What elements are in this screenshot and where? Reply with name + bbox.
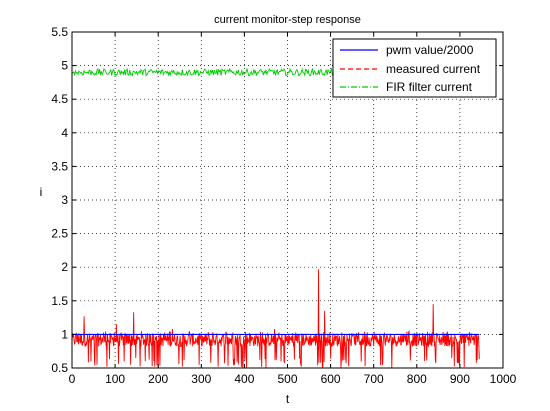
x-axis-label: t (286, 392, 290, 406)
chart-title: current monitor-step response (214, 14, 361, 26)
y-axis-label: i (40, 185, 43, 199)
x-tick-label: 100 (105, 372, 125, 386)
y-tick-label: 0.5 (51, 361, 68, 375)
legend: pwm value/2000 measured current FIR filt… (332, 38, 497, 98)
ticks: 0 100 200 300 400 500 600 700 800 900 1000 0.5 1 1.5 2… (51, 25, 516, 386)
x-tick-label: 0 (69, 372, 76, 386)
x-tick-label: 300 (191, 372, 211, 386)
legend-label-fir: FIR filter current (386, 80, 473, 94)
legend-label-measured: measured current (386, 62, 481, 76)
x-tick-label: 1000 (490, 372, 517, 386)
x-tick-label: 400 (234, 372, 254, 386)
series-fir-filter-current (72, 67, 337, 77)
series-measured-current (72, 269, 480, 368)
y-tick-label: 1 (61, 327, 68, 341)
y-tick-label: 4 (61, 126, 68, 140)
x-tick-label: 600 (321, 372, 341, 386)
y-tick-label: 3 (61, 193, 68, 207)
legend-box (332, 38, 497, 98)
y-tick-label: 2.5 (51, 227, 68, 241)
x-tick-label: 700 (364, 372, 384, 386)
y-tick-label: 4.5 (51, 92, 68, 106)
y-tick-label: 2 (61, 260, 68, 274)
y-tick-label: 3.5 (51, 159, 68, 173)
y-tick-label: 5.5 (51, 25, 68, 39)
x-tick-label: 500 (277, 372, 297, 386)
legend-label-pwm: pwm value/2000 (386, 43, 474, 57)
x-tick-label: 900 (450, 372, 470, 386)
series-layer (72, 67, 480, 368)
x-tick-label: 200 (148, 372, 168, 386)
y-tick-label: 5 (61, 59, 68, 73)
x-tick-label: 800 (407, 372, 427, 386)
y-tick-label: 1.5 (51, 294, 68, 308)
